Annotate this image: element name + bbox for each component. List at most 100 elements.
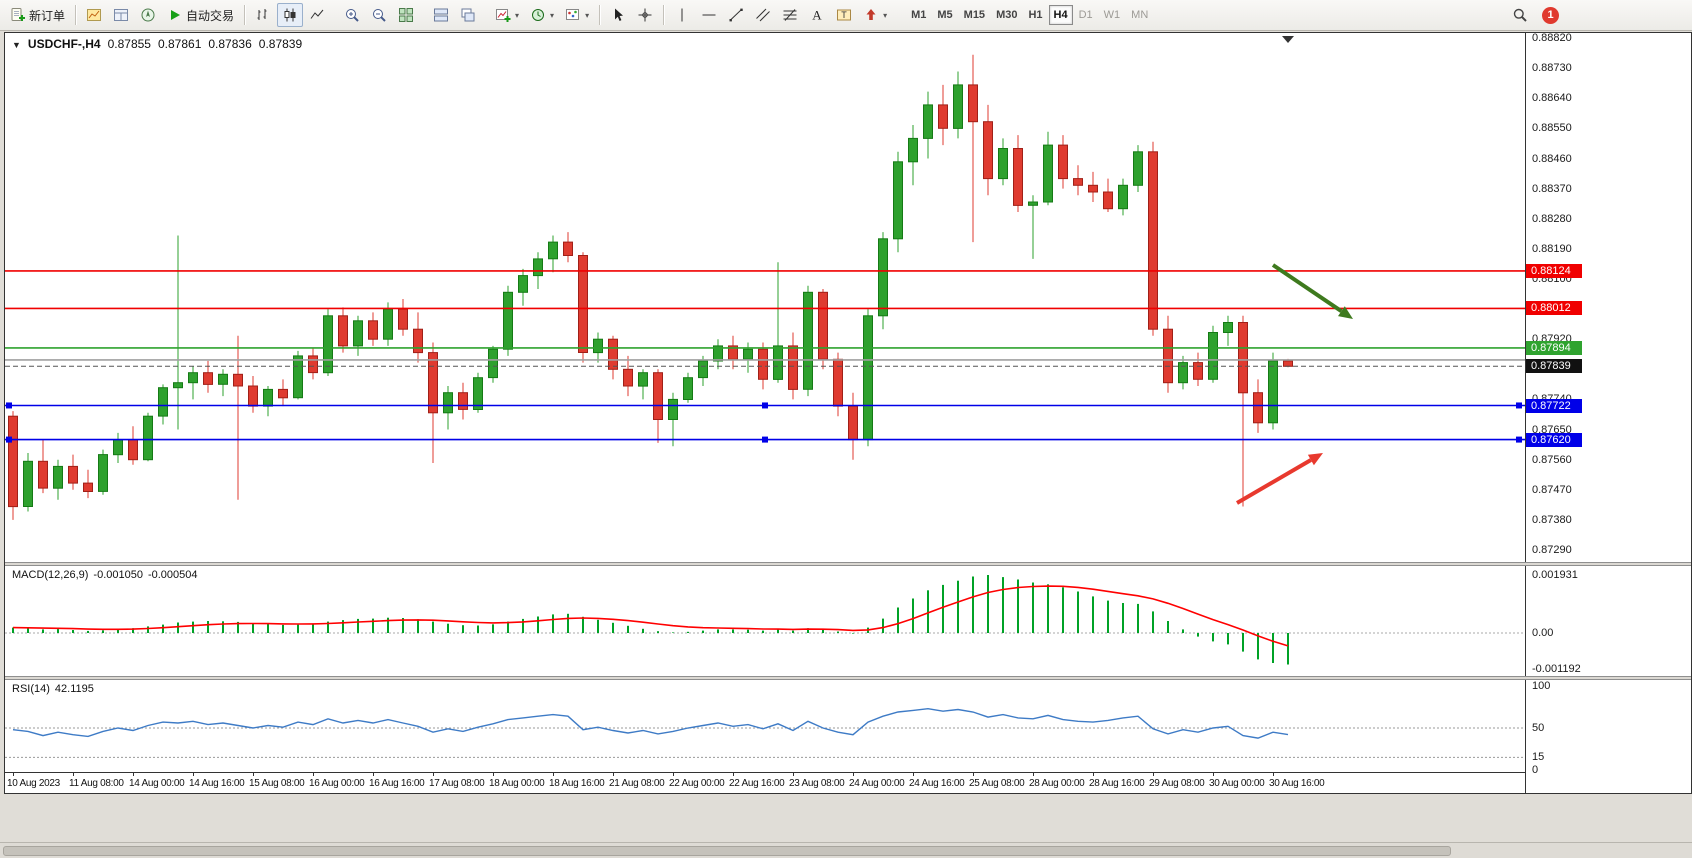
line-handle[interactable] [6, 402, 12, 409]
candle [1163, 328, 1173, 384]
time-label: 30 Aug 16:00 [1269, 778, 1325, 789]
channel-button[interactable] [750, 3, 776, 27]
time-axis[interactable]: 10 Aug 2023 11 Aug 08:00 14 Aug 00:00 14 Au… [5, 772, 1525, 793]
line-chart-button[interactable] [304, 3, 330, 27]
arrows-tool-button[interactable]: ▾ [858, 3, 892, 27]
price-tick: 0.87290 [1532, 544, 1572, 556]
time-axis-tick [853, 773, 854, 776]
tile-windows-button[interactable] [393, 3, 419, 27]
candle [818, 291, 828, 360]
rsi-chart[interactable] [5, 680, 1525, 772]
macd-chart[interactable] [5, 566, 1525, 676]
line-chart-icon [310, 9, 324, 19]
period-clock-icon [532, 9, 545, 21]
rsi-tick: 50 [1532, 722, 1545, 734]
data-window-button[interactable] [108, 3, 134, 27]
period-dropdown-button[interactable]: ▾ [525, 3, 559, 27]
timeframe-mn[interactable]: MN [1131, 9, 1149, 21]
macd-name: MACD(12,26,9) [12, 569, 89, 581]
text-label-button[interactable]: T [831, 3, 857, 27]
candle [383, 308, 393, 340]
chart-shift-marker[interactable] [1282, 36, 1294, 43]
line-handle[interactable] [762, 436, 768, 443]
candlestick-chart-button[interactable] [277, 3, 304, 27]
horizontal-scrollbar-track[interactable] [0, 842, 1692, 858]
new-order-icon [11, 8, 25, 21]
line-handle[interactable] [1516, 436, 1522, 443]
zoom-in-button[interactable] [339, 3, 365, 27]
candle [98, 454, 108, 492]
timeframe-m30[interactable]: M30 [996, 9, 1018, 21]
chart-title: ▼ USDCHF-,H4 0.87855 0.87861 0.87836 0.8… [12, 37, 302, 51]
notification-badge[interactable]: 1 [1542, 6, 1559, 24]
fibonacci-button[interactable] [777, 3, 803, 27]
timeframe-m5[interactable]: M5 [937, 9, 953, 21]
candle [173, 382, 183, 389]
horizontal-line-button[interactable] [696, 3, 722, 27]
zoom-out-icon [373, 9, 386, 22]
line-handle[interactable] [6, 436, 12, 443]
timeframe-w1[interactable]: W1 [1103, 9, 1121, 21]
panel-divider[interactable] [5, 676, 1691, 680]
cursor-button[interactable] [605, 3, 631, 27]
time-axis-tick [433, 773, 434, 776]
candle [878, 238, 888, 317]
green-arrow[interactable] [1271, 263, 1353, 319]
timeframe-h4[interactable]: H4 [1048, 5, 1073, 25]
price-tick: 0.87560 [1532, 453, 1572, 466]
price-tick: 0.88370 [1532, 182, 1572, 195]
timeframe-m1[interactable]: M1 [911, 9, 927, 21]
candle [548, 241, 558, 260]
search-button[interactable] [1507, 3, 1533, 27]
bar-chart-button[interactable] [250, 3, 276, 27]
candle [443, 392, 453, 414]
candle [1088, 184, 1098, 193]
trendline-button[interactable] [723, 3, 749, 27]
macd-label: MACD(12,26,9) -0.001050 -0.000504 [12, 569, 203, 581]
candle [1013, 148, 1023, 206]
arrange-windows-icon [434, 8, 449, 22]
timeframe-h1[interactable]: H1 [1028, 9, 1043, 21]
time-axis-tick [1213, 773, 1214, 776]
vertical-line-button[interactable] [669, 3, 695, 27]
arrange-windows-button[interactable] [428, 3, 454, 27]
candle [743, 348, 753, 360]
timeframe-toolbar: M1 M5 M15 M30 H1 H4 D1 W1 MN [906, 5, 1153, 25]
fibonacci-icon [783, 9, 797, 21]
one-click-trading-icon[interactable]: ▼ [12, 40, 21, 50]
navigator-button[interactable] [135, 3, 161, 27]
timeframe-m15[interactable]: M15 [963, 9, 986, 21]
new-order-button-label: 新订单 [29, 8, 66, 23]
candle [113, 439, 123, 456]
navigator-icon [141, 8, 155, 22]
cascade-windows-button[interactable] [455, 3, 481, 27]
text-button[interactable]: A [804, 3, 830, 27]
rsi-name: RSI(14) [12, 683, 50, 695]
ohlc-low: 0.87836 [208, 37, 252, 51]
crosshair-button[interactable] [632, 3, 658, 27]
candle [848, 405, 858, 441]
template-dropdown-button[interactable]: ▾ [560, 3, 594, 27]
time-axis-tick [13, 773, 14, 776]
autotrading-button[interactable]: 自动交易 [162, 3, 239, 27]
timeframe-d1[interactable]: D1 [1078, 9, 1093, 21]
toolbar-right: 1 [1507, 3, 1559, 27]
time-label: 14 Aug 16:00 [189, 778, 245, 789]
horizontal-scrollbar-thumb[interactable] [3, 846, 1451, 856]
channel-icon [756, 8, 770, 22]
line-handle[interactable] [1516, 402, 1522, 409]
market-watch-icon [87, 9, 102, 21]
new-order-button[interactable]: 新订单 [5, 3, 70, 27]
price-badge: 0.87839 [1526, 359, 1582, 374]
candle [503, 291, 513, 350]
new-chart-button[interactable]: ▾ [490, 3, 524, 27]
panel-divider[interactable] [5, 562, 1691, 566]
market-watch-button[interactable] [81, 3, 107, 27]
line-handle[interactable] [762, 402, 768, 409]
candle [398, 308, 408, 330]
price-scale[interactable]: 0.88820 0.88730 0.88640 0.88550 0.88460 0.883… [1525, 32, 1691, 793]
time-label: 10 Aug 2023 [7, 778, 60, 789]
price-chart[interactable] [5, 33, 1525, 562]
red-arrow[interactable] [1235, 453, 1323, 505]
zoom-out-button[interactable] [366, 3, 392, 27]
